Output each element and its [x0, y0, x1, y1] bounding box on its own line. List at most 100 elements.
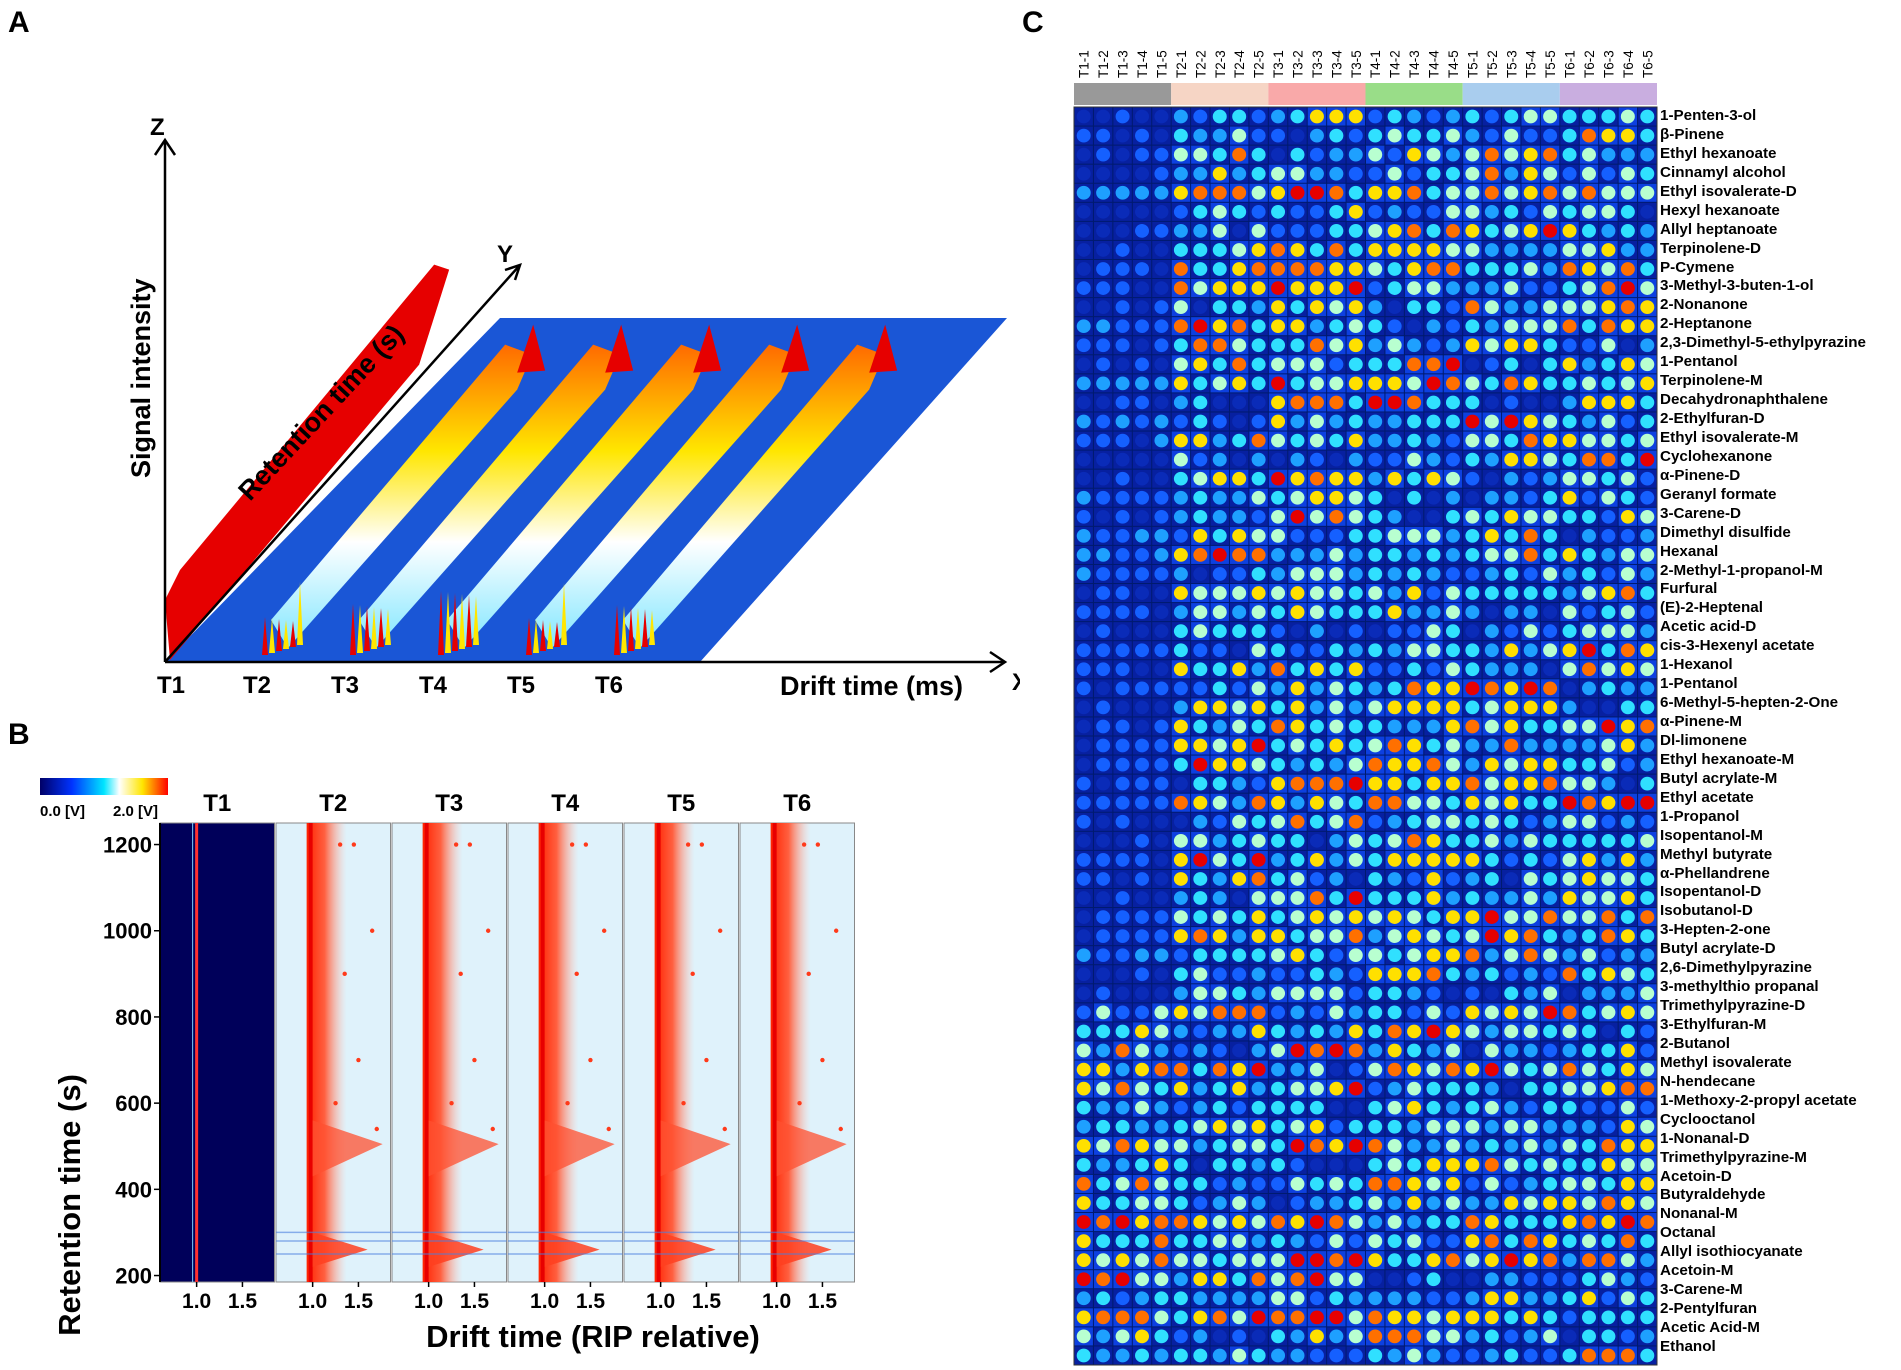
- rip-band: [422, 823, 463, 1282]
- gallery-spot: [1115, 1253, 1130, 1268]
- sample-label: T3-4: [1329, 50, 1344, 78]
- compound-label: 2-Pentylfuran: [1660, 1300, 1758, 1318]
- rip-band: [538, 823, 579, 1282]
- gallery-spot: [1465, 452, 1480, 467]
- rip-band: [654, 823, 695, 1282]
- gallery-spot: [1076, 605, 1091, 619]
- x-tick-label: 1.5: [228, 1290, 258, 1313]
- gallery-spot: [1523, 471, 1538, 486]
- gallery-spot: [1581, 319, 1596, 334]
- gallery-spot: [1115, 414, 1130, 429]
- gallery-spot: [1543, 1196, 1558, 1210]
- gallery-spot: [1543, 910, 1558, 924]
- gallery-spot: [1407, 624, 1422, 639]
- gallery-spot: [1193, 795, 1208, 810]
- gallery-spot: [1368, 204, 1383, 219]
- gallery-spot: [1212, 757, 1227, 772]
- gallery-spot: [1290, 776, 1305, 791]
- x-tick-label: 1.0: [762, 1290, 791, 1313]
- spike: [350, 604, 356, 655]
- gallery-spot: [1154, 147, 1169, 162]
- gallery-spot: [1620, 1119, 1635, 1134]
- gallery-spot: [1543, 529, 1558, 543]
- gallery-spot: [1173, 1196, 1188, 1210]
- gallery-spot: [1193, 376, 1208, 391]
- gallery-spot: [1271, 281, 1286, 295]
- gallery-spot: [1387, 338, 1402, 353]
- gallery-spot: [1193, 395, 1208, 410]
- gallery-spot: [1620, 814, 1635, 829]
- gallery-spot: [1465, 1196, 1480, 1210]
- gallery-spot: [1368, 185, 1383, 200]
- gallery-spot: [1581, 700, 1596, 715]
- gallery-spot: [1348, 1348, 1363, 1363]
- sample-label: T5-1: [1465, 50, 1480, 78]
- gallery-spot: [1212, 319, 1227, 334]
- gallery-spot: [1173, 147, 1188, 162]
- gallery-spot: [1523, 128, 1538, 143]
- gallery-spot: [1543, 1291, 1558, 1306]
- sample-label: T2-4: [1232, 50, 1247, 78]
- gallery-spot: [1271, 338, 1286, 353]
- gallery-spot: [1368, 357, 1383, 372]
- gallery-spot: [1096, 757, 1111, 772]
- gallery-spot: [1523, 1215, 1538, 1229]
- gallery-spot: [1387, 1348, 1402, 1363]
- gallery-spot: [1426, 1024, 1441, 1039]
- gallery-spot: [1348, 166, 1363, 181]
- gallery-spot: [1173, 471, 1188, 486]
- gallery-spot: [1640, 643, 1655, 658]
- gallery-spot: [1504, 1024, 1519, 1039]
- gallery-spot: [1290, 1329, 1305, 1344]
- gallery-spot: [1620, 776, 1635, 791]
- gallery-spot: [1523, 1062, 1538, 1077]
- gallery-spot: [1154, 376, 1169, 391]
- gallery-spot: [1271, 128, 1286, 143]
- gallery-spot: [1115, 948, 1130, 963]
- gallery-spot: [1387, 1043, 1402, 1058]
- gallery-spot: [1232, 1043, 1247, 1058]
- gallery-spot: [1115, 757, 1130, 772]
- gallery-spot: [1445, 948, 1460, 963]
- gallery-spot: [1096, 853, 1111, 867]
- gallery-spot: [1543, 891, 1558, 905]
- gallery-spot: [1212, 605, 1227, 619]
- gallery-spot: [1348, 300, 1363, 314]
- gallery-spot: [1173, 509, 1188, 524]
- gallery-spot: [1348, 509, 1363, 524]
- gallery-spot: [1212, 1291, 1227, 1306]
- gallery-spot: [1426, 357, 1441, 372]
- gallery-spot: [1601, 776, 1616, 791]
- gallery-spot: [1193, 776, 1208, 791]
- gallery-spot: [1426, 509, 1441, 524]
- gallery-spot: [1620, 891, 1635, 905]
- gallery-spot: [1096, 471, 1111, 486]
- gallery-spot: [1407, 700, 1422, 715]
- gallery-spot: [1173, 1138, 1188, 1153]
- gallery-spot: [1426, 719, 1441, 734]
- gallery-spot: [1154, 185, 1169, 200]
- gallery-spot: [1135, 204, 1150, 219]
- gallery-spot: [1601, 643, 1616, 658]
- sample-label: T3-3: [1310, 50, 1325, 78]
- gallery-spot: [1309, 833, 1324, 848]
- gallery-spot: [1329, 1196, 1344, 1210]
- gallery-spot: [1096, 1100, 1111, 1115]
- gallery-spot: [1309, 929, 1324, 943]
- gallery-spot: [1407, 776, 1422, 791]
- gallery-spot: [1601, 833, 1616, 848]
- gallery-spot: [1348, 891, 1363, 905]
- gallery-spot: [1504, 757, 1519, 772]
- gallery-spot: [1348, 776, 1363, 791]
- gallery-spot: [1348, 1291, 1363, 1306]
- spike: [378, 608, 384, 647]
- gallery-spot: [1543, 1043, 1558, 1058]
- compound-label: Trimethylpyrazine-D: [1660, 997, 1806, 1015]
- gallery-spot: [1173, 757, 1188, 772]
- compound-label: Cyclohexanone: [1660, 447, 1773, 465]
- gallery-spot: [1193, 757, 1208, 772]
- gallery-spot: [1271, 605, 1286, 619]
- gallery-spot: [1212, 643, 1227, 658]
- gallery-spot: [1348, 243, 1363, 257]
- gallery-spot: [1640, 872, 1655, 886]
